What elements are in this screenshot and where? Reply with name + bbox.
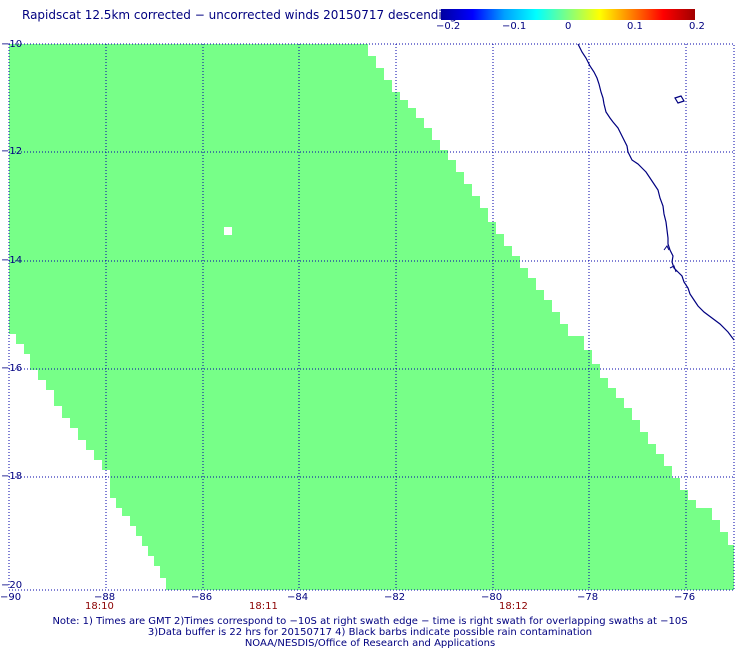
lon-label: −90 <box>0 592 22 603</box>
swath-area <box>9 44 734 590</box>
wind-map <box>8 43 735 591</box>
island <box>674 95 685 104</box>
colorbar <box>441 9 695 20</box>
lon-label: −82 <box>384 592 406 603</box>
colorbar-tick: −0.2 <box>436 21 461 32</box>
lon-label: −80 <box>481 592 503 603</box>
map-title: Rapidscat 12.5km corrected − uncorrected… <box>22 8 457 22</box>
lat-label: −16 <box>1 363 23 374</box>
grid-lines <box>9 44 734 590</box>
colorbar-tick: −0.1 <box>502 21 527 32</box>
lon-label: −86 <box>191 592 213 603</box>
colorbar-tick: 0.1 <box>627 21 643 32</box>
lon-label: −78 <box>577 592 599 603</box>
lat-label: −20 <box>1 580 23 591</box>
colorbar-tick: 0.2 <box>689 21 705 32</box>
lat-label: −14 <box>1 255 23 266</box>
coast-detail <box>663 245 677 273</box>
time-label: 18:12 <box>499 601 528 612</box>
lat-label: −18 <box>1 471 23 482</box>
lat-label: −10 <box>1 39 23 50</box>
lon-label: −84 <box>287 592 309 603</box>
note-line-1: Note: 1) Times are GMT 2)Times correspon… <box>52 616 688 627</box>
lon-label: −88 <box>94 592 116 603</box>
coastline <box>577 43 735 341</box>
lon-label: −76 <box>674 592 696 603</box>
time-label: 18:10 <box>85 601 114 612</box>
missing-data-cell <box>224 227 232 235</box>
map-frame <box>8 43 735 591</box>
colorbar-tick: 0 <box>565 21 572 32</box>
note-line-2: 3)Data buffer is 22 hrs for 20150717 4) … <box>147 627 593 638</box>
time-label: 18:11 <box>249 601 278 612</box>
lat-label: −12 <box>1 146 23 157</box>
note-line-3: NOAA/NESDIS/Office of Research and Appli… <box>244 638 496 649</box>
